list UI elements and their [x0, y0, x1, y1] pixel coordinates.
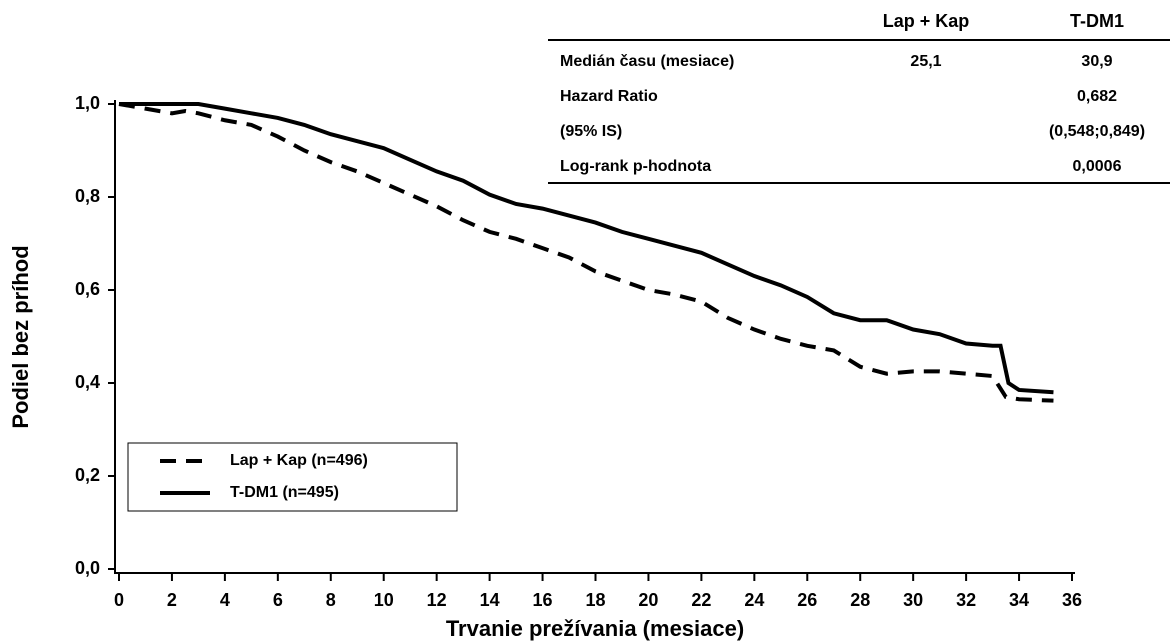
legend-box: [127, 442, 458, 512]
legend-label: Lap + Kap (n=496): [230, 452, 368, 469]
x-tick-label: 10: [374, 590, 394, 610]
x-tick-label: 2: [167, 590, 177, 610]
x-tick-label: 36: [1062, 590, 1082, 610]
y-axis-title: Podiel bez príhod: [8, 245, 33, 428]
table-header: Lap + Kap: [883, 11, 970, 31]
x-tick-label: 12: [427, 590, 447, 610]
x-axis-title: Trvanie prežívania (mesiace): [446, 616, 744, 641]
x-tick-label: 0: [114, 590, 124, 610]
table-header: T-DM1: [1070, 11, 1124, 31]
series-line: [119, 102, 1054, 395]
series-line: [118, 102, 1054, 403]
legend-label: T-DM1 (n=495): [230, 484, 339, 501]
x-tick-label: 20: [638, 590, 658, 610]
x-tick-label: 18: [585, 590, 605, 610]
x-tick-label: 8: [326, 590, 336, 610]
x-tick-label: 4: [220, 590, 230, 610]
x-tick-label: 16: [533, 590, 553, 610]
table-row-label: (95% IS): [560, 123, 622, 140]
table-cell: (0,548;0,849): [1049, 123, 1145, 140]
x-tick-label: 22: [691, 590, 711, 610]
y-tick-label: 1,0: [75, 93, 100, 113]
table-cell: 0,0006: [1073, 158, 1122, 175]
x-tick-label: 28: [850, 590, 870, 610]
table-cell: 0,682: [1077, 88, 1117, 105]
y-tick-label: 0,0: [75, 558, 100, 578]
y-tick-label: 0,8: [75, 186, 100, 206]
x-tick-label: 30: [903, 590, 923, 610]
table-row-label: Medián času (mesiace): [560, 53, 734, 70]
x-tick-label: 24: [744, 590, 764, 610]
table-row-label: Log-rank p-hodnota: [560, 158, 711, 175]
y-tick-label: 0,2: [75, 465, 100, 485]
y-tick-label: 0,4: [75, 372, 100, 392]
table-cell: 30,9: [1081, 53, 1112, 70]
table-cell: 25,1: [910, 53, 941, 70]
x-tick-label: 34: [1009, 590, 1029, 610]
x-tick-label: 26: [797, 590, 817, 610]
x-tick-label: 6: [273, 590, 283, 610]
y-tick-label: 0,6: [75, 279, 100, 299]
x-tick-label: 14: [480, 590, 500, 610]
x-tick-label: 32: [956, 590, 976, 610]
table-row-label: Hazard Ratio: [560, 88, 658, 105]
